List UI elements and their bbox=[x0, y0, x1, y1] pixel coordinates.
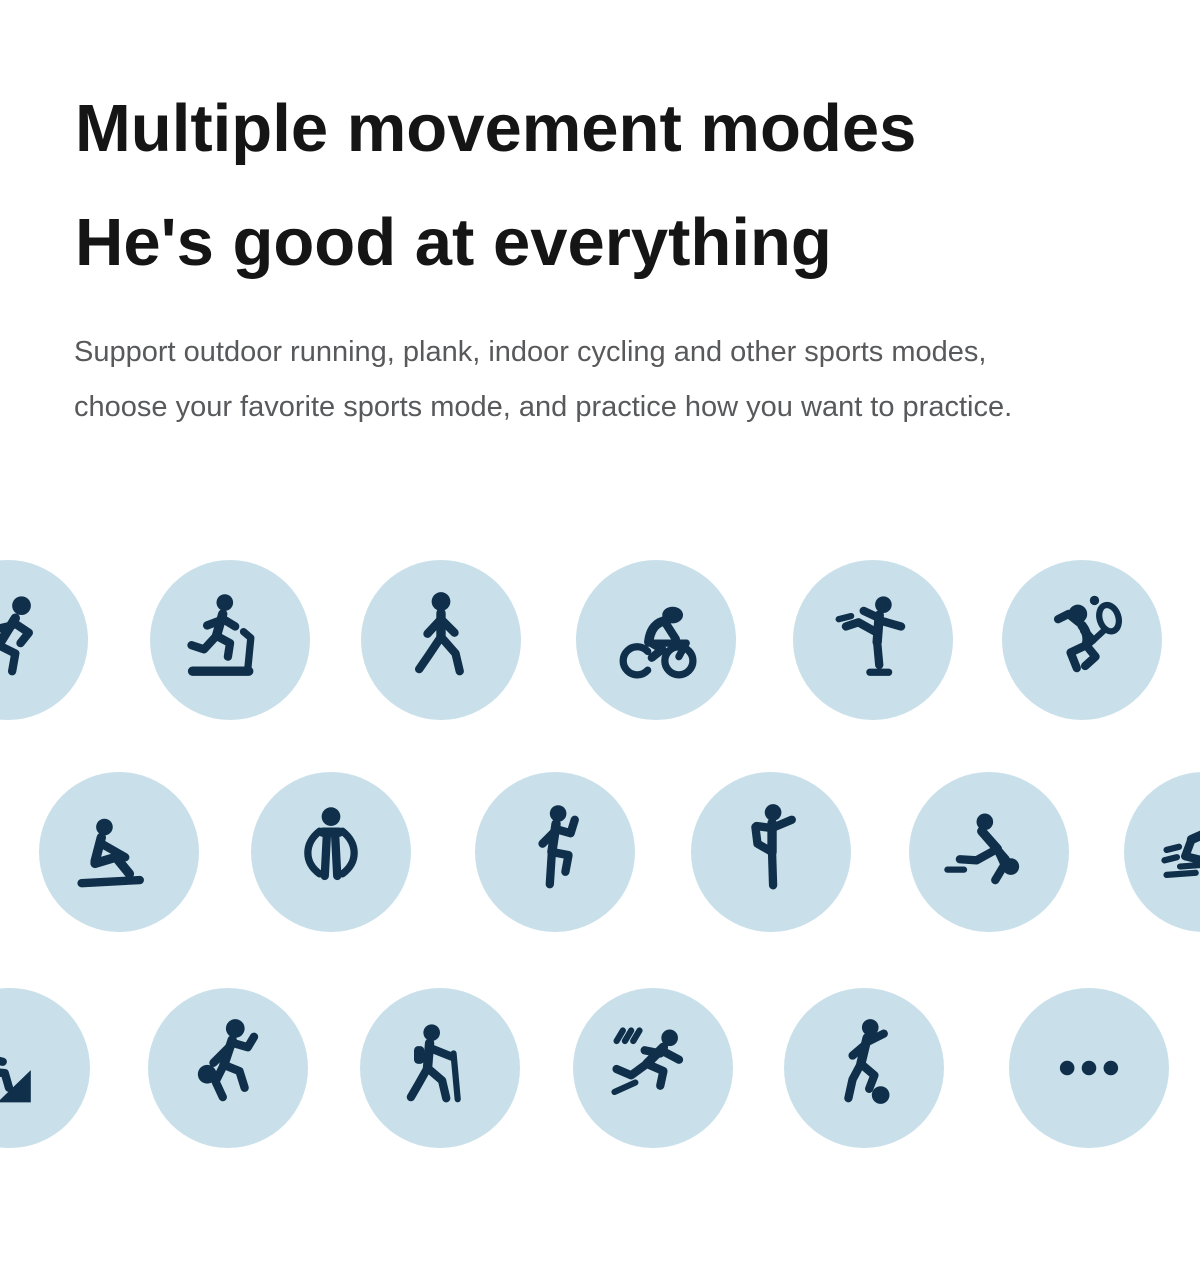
sport-high-knees bbox=[475, 772, 635, 932]
free-training-icon bbox=[279, 800, 383, 904]
figure-skating-icon bbox=[821, 588, 925, 692]
speed-skating-icon bbox=[1152, 800, 1200, 904]
title-line-2: He's good at everything bbox=[75, 205, 832, 280]
outdoor-running-icon bbox=[0, 588, 60, 692]
sport-treadmill-running bbox=[150, 560, 310, 720]
sport-mountaineering bbox=[0, 988, 90, 1148]
soccer-icon bbox=[812, 1016, 916, 1120]
sport-more bbox=[1009, 988, 1169, 1148]
mountaineering-icon bbox=[0, 1016, 62, 1120]
treadmill-running-icon bbox=[178, 588, 282, 692]
sport-speed-skating bbox=[1124, 772, 1200, 932]
sport-skating bbox=[793, 560, 953, 720]
sprint-icon bbox=[601, 1016, 705, 1120]
sport-basketball bbox=[148, 988, 308, 1148]
sport-free-training bbox=[251, 772, 411, 932]
subtitle-line-1: Support outdoor running, plank, indoor c… bbox=[74, 336, 987, 368]
yoga-icon bbox=[719, 800, 823, 904]
indoor-cycling-icon bbox=[604, 588, 708, 692]
high-knees-icon bbox=[503, 800, 607, 904]
basketball-icon bbox=[176, 1016, 280, 1120]
sport-indoor-cycling bbox=[576, 560, 736, 720]
sit-ups-icon bbox=[67, 800, 171, 904]
hiking-icon bbox=[388, 1016, 492, 1120]
sport-walking bbox=[361, 560, 521, 720]
sport-outdoor-running bbox=[0, 560, 88, 720]
sport-badminton bbox=[1002, 560, 1162, 720]
sport-sit-ups bbox=[39, 772, 199, 932]
more-icon bbox=[1037, 1016, 1141, 1120]
badminton-icon bbox=[1030, 588, 1134, 692]
walking-icon bbox=[389, 588, 493, 692]
sport-sprint bbox=[573, 988, 733, 1148]
sport-yoga bbox=[691, 772, 851, 932]
sport-bowling bbox=[909, 772, 1069, 932]
sport-soccer bbox=[784, 988, 944, 1148]
subtitle-line-2: choose your favorite sports mode, and pr… bbox=[74, 391, 1013, 423]
page-title: Multiple movement modes He's good at eve… bbox=[75, 72, 916, 300]
subtitle-text: Support outdoor running, plank, indoor c… bbox=[74, 325, 1012, 435]
sport-hiking bbox=[360, 988, 520, 1148]
title-line-1: Multiple movement modes bbox=[75, 91, 917, 166]
bowling-icon bbox=[937, 800, 1041, 904]
